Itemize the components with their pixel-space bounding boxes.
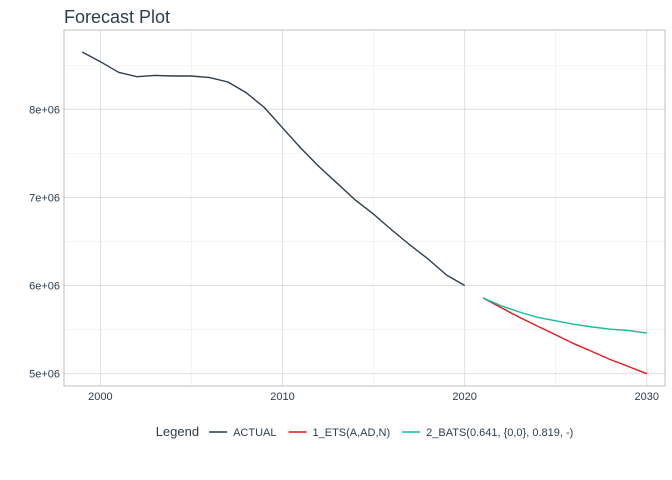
legend-label-2: 1_ETS(A,AD,N) <box>312 427 390 439</box>
series-line-1 <box>81 51 466 287</box>
x-tick-label: 2020 <box>452 391 476 403</box>
series-line-3 <box>482 297 647 334</box>
legend-title: Legend <box>156 424 199 439</box>
grid-minor <box>64 30 665 386</box>
x-tick-label: 2030 <box>635 391 659 403</box>
legend-label-1: ACTUAL <box>233 427 276 439</box>
legend-label-3: 2_BATS(0.641, {0,0}, 0.819, -) <box>426 427 573 439</box>
y-tick-label: 6e+06 <box>29 281 60 293</box>
y-tick-label: 8e+06 <box>29 104 60 116</box>
legend: Legend ACTUAL 1_ETS(A,AD,N) 2_BATS(0.641, … <box>156 424 574 439</box>
plot-panel-border <box>63 29 666 387</box>
chart-title: Forecast Plot <box>64 7 170 27</box>
series-line-2 <box>482 297 648 375</box>
grid-major <box>64 30 665 386</box>
y-tick-label: 5e+06 <box>29 369 60 381</box>
series-layer <box>81 51 648 375</box>
x-tick-label: 2000 <box>88 391 112 403</box>
x-tick-label: 2010 <box>270 391 294 403</box>
x-axis-ticks: 2000 2010 2020 2030 <box>88 391 659 403</box>
y-tick-label: 7e+06 <box>29 192 60 204</box>
y-axis-ticks: 5e+06 6e+06 7e+06 8e+06 <box>29 104 60 380</box>
